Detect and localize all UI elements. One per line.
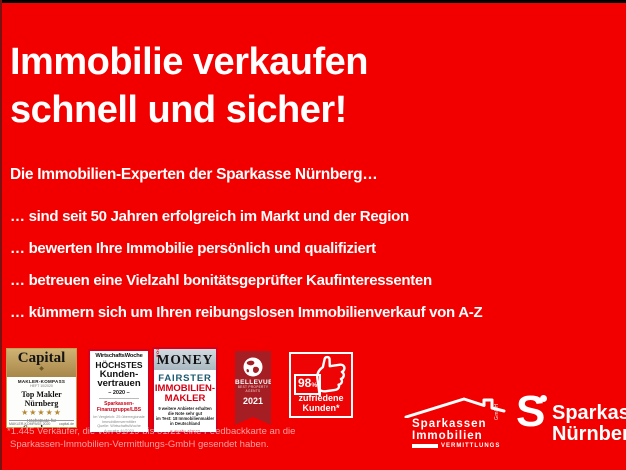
satisfied-line2: Kunden* — [302, 403, 340, 413]
wiwo-org-line1: Sparkassen- — [104, 401, 134, 407]
spi-vermittlungs-row: VERMITTLUNGS — [412, 443, 500, 449]
footnote-line2: Sparkassen-Immobilien-Vermittlungs-GmbH … — [10, 438, 269, 450]
wiwo-line1: HÖCHSTES — [95, 360, 143, 370]
thumbs-up-icon — [316, 355, 346, 396]
capital-title: Top Makler Nürnberg — [21, 390, 62, 408]
money-edition: Ausgabe 6/2021 — [169, 429, 201, 434]
capital-program-sub: HEFT 10/2020 — [30, 384, 53, 388]
wiwo-fine2: Immobilienvermittler — [102, 419, 136, 424]
wiwo-line2: Kunden- — [99, 369, 139, 380]
bellevue-sub2: AGENTS — [245, 388, 261, 393]
bellevue-award-ribbon: BELLEVUE BEST PROPERTY AGENTS 2021 — [235, 351, 271, 425]
money-fine1: 9 weitere Anbieter erhalten — [158, 406, 212, 411]
sparkassen-immobilien-wordmark: Sparkassen Immobilien — [412, 418, 487, 442]
capital-program: MAKLER-KOMPASS — [17, 379, 66, 384]
capital-header: Capital ◆ — [7, 349, 76, 377]
bullet-item: … sind seit 50 Jahren erfolgreich im Mar… — [10, 208, 409, 225]
capital-footer-left: MAKLER-KOMPASS 2020 — [9, 422, 51, 426]
money-line1: FAIRSTER — [158, 373, 212, 384]
wiwo-fine4: Ausgabe 44/2020 — [104, 428, 134, 433]
bullet-list: … sind seit 50 Jahren erfolgreich im Mar… — [10, 201, 483, 329]
divider — [99, 398, 139, 399]
bullet-item: … betreuen eine Vielzahl bonitätsgeprüft… — [10, 272, 432, 289]
percent-badge: 98% — [294, 374, 322, 395]
top-border — [0, 0, 626, 3]
wiwo-fine1: Im Vergleich: 25 überregionale — [93, 415, 145, 419]
percent-value: 98 — [298, 376, 312, 390]
percent-sign: % — [311, 382, 318, 389]
money-logo: MONEY — [156, 352, 214, 367]
capital-footer-right: capital.de — [59, 422, 74, 426]
capital-footer: MAKLER-KOMPASS 2020 capital.de — [9, 420, 74, 426]
capital-recipient: Sparkasse Nürnberg — [23, 423, 60, 428]
globe-icon — [243, 357, 263, 377]
wiwo-line3: vertrauen — [97, 378, 141, 389]
sparkassen-immobilien-logo: Sparkassen Immobilien GmbH VERMITTLUNGS — [398, 396, 520, 460]
footnote-line1: *1.445 Verkäufer, die von 01/19 bis 01/2… — [7, 426, 296, 437]
capital-brand: Capital — [17, 350, 66, 366]
sparkasse-wordmark: Sparkasse Nürnberg — [552, 403, 626, 445]
sparkasse-s-dot-icon — [540, 395, 547, 402]
left-border — [0, 0, 2, 470]
headline-line2: schnell und sicher! — [10, 89, 347, 131]
focus-logo: FOCUS — [155, 349, 160, 357]
satisfied-label: zufriedene Kunden* — [291, 393, 351, 413]
sparkasse-nuernberg-logo: S Sparkasse Nürnberg — [516, 390, 626, 454]
headline-line1: Immobilie verkaufen — [10, 41, 368, 83]
focus-money-header: FOCUS MONEY — [154, 349, 216, 370]
spi-vermittlungs-label: VERMITTLUNGS — [441, 443, 501, 449]
wiwo-org-line2: Finanzgruppe/LBS — [96, 407, 142, 413]
focus-money-award-seal: FOCUS MONEY FAIRSTER IMMOBILIEN- MAKLER … — [152, 347, 218, 434]
intro-line: Die Immobilien-Experten der Sparkasse Nü… — [10, 166, 378, 183]
spi-gmbh-label: GmbH — [494, 403, 500, 420]
star-rating: ★★★★★ — [21, 408, 62, 417]
spi-line1: Sparkassen — [412, 418, 487, 430]
wiwo-year: – 2020 – — [108, 390, 130, 396]
satisfied-line1: zufriedene — [298, 393, 344, 403]
wiwo-fine3: Quelle: WirtschaftsWoche — [97, 424, 141, 429]
diamond-icon: ◆ — [39, 366, 44, 372]
bullet-item: … bewerten Ihre Immobilie persönlich und… — [10, 240, 376, 257]
sparkasse-line2: Nürnberg — [552, 423, 626, 445]
bellevue-name: BELLEVUE — [235, 379, 271, 386]
money-line3: MAKLER — [164, 392, 206, 404]
logo-bar — [412, 444, 438, 448]
money-fine3: im Test: 18 Immobilienmakler — [155, 416, 215, 421]
wirtschaftswoche-logo: WirtschaftsWoche — [95, 353, 143, 359]
capital-award-seal: Capital ◆ MAKLER-KOMPASS HEFT 10/2020 To… — [6, 348, 77, 428]
satisfied-customers-badge: 98% zufriedene Kunden* — [289, 352, 353, 418]
sparkasse-line1: Sparkasse — [552, 402, 626, 424]
footnote: *1.445 Verkäufer, die von 01/19 bis 01/2… — [7, 426, 295, 451]
wiwo-fine-print: Im Vergleich: 25 überregionale Immobilie… — [90, 415, 148, 433]
bellevue-year: 2021 — [242, 395, 264, 406]
spi-line2: Immobilien — [412, 430, 483, 442]
roof-icon — [404, 397, 506, 418]
money-fine-print: 9 weitere Anbieter erhalten die Note seh… — [154, 406, 216, 426]
bellevue-sub1: BEST PROPERTY — [237, 385, 269, 389]
money-line2: IMMOBILIEN- — [154, 383, 216, 394]
money-fine2: die Note sehr gut — [167, 411, 203, 416]
wirtschaftswoche-award-seal: WirtschaftsWoche HÖCHSTES Kunden- vertra… — [88, 349, 150, 434]
money-fine4: in Deutschland — [169, 421, 200, 426]
headline: Immobilie verkaufen schnell und sicher! — [10, 38, 368, 134]
bullet-item: … kümmern sich um Ihren reibungslosen Im… — [10, 304, 483, 321]
